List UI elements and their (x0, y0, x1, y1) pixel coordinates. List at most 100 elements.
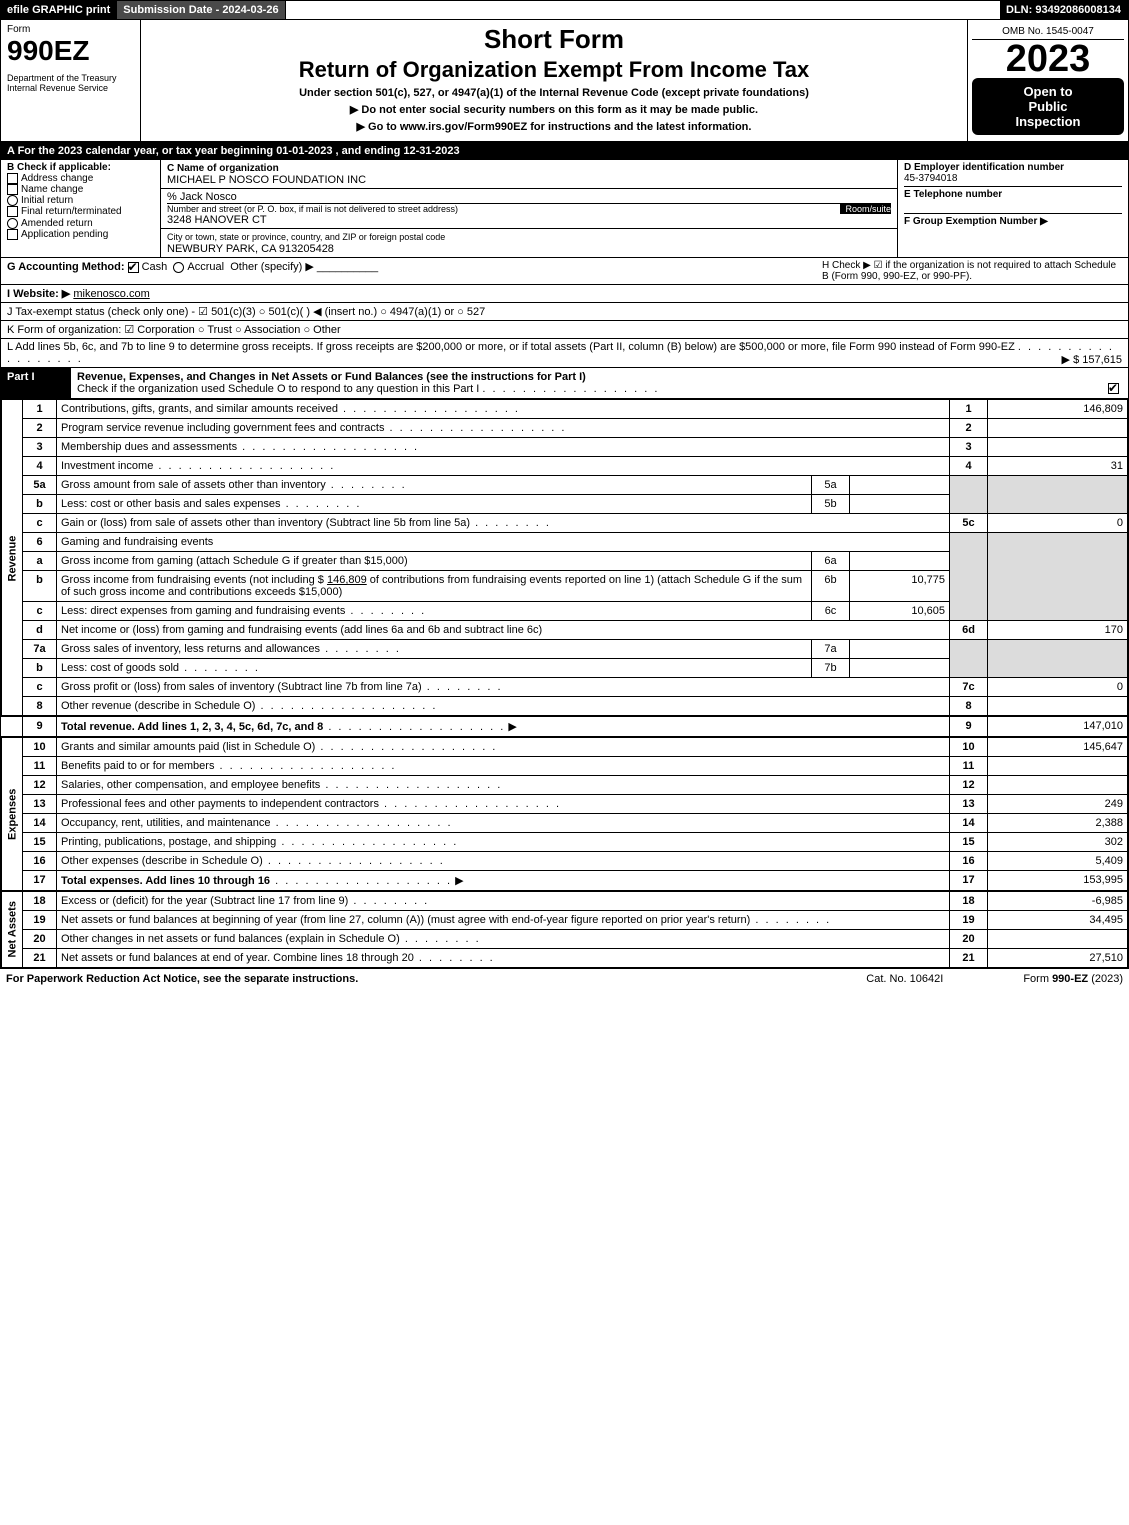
c-street: % Jack Nosco Number and street (or P. O.… (161, 189, 897, 229)
ln-6: 6 (23, 533, 57, 552)
ln-6b-sn: 6b (812, 571, 850, 602)
ln-12-desc: Salaries, other compensation, and employ… (61, 779, 502, 791)
chk-address[interactable]: Address change (7, 173, 154, 184)
chk-final[interactable]: Final return/terminated (7, 206, 154, 217)
ln-5c-desc: Gain or (loss) from sale of assets other… (61, 517, 551, 529)
ln-10-amt: 145,647 (988, 737, 1128, 757)
ln-19-num: 19 (950, 911, 988, 930)
ein-value: 45-3794018 (904, 173, 957, 184)
ln-6b: b (23, 571, 57, 602)
chk-initial[interactable]: Initial return (7, 195, 154, 206)
ln-4-num: 4 (950, 457, 988, 476)
form-990ez: efile GRAPHIC print Submission Date - 20… (0, 0, 1129, 969)
chk-name[interactable]: Name change (7, 184, 154, 195)
d-group: F Group Exemption Number ▶ (904, 216, 1122, 227)
ln-3-num: 3 (950, 438, 988, 457)
ln-18-num: 18 (950, 891, 988, 911)
ln-2-num: 2 (950, 419, 988, 438)
ln-10-num: 10 (950, 737, 988, 757)
c-name-label: C Name of organization (167, 163, 279, 174)
shade-7 (950, 640, 988, 678)
cat-number: Cat. No. 10642I (866, 973, 943, 985)
shade-6 (950, 533, 988, 621)
ln-16: 16 (23, 852, 57, 871)
submission-date: Submission Date - 2024-03-26 (117, 1, 285, 19)
ln-21: 21 (23, 949, 57, 968)
part-i-label: Part I (1, 368, 71, 398)
ln-20: 20 (23, 930, 57, 949)
ln-6a-sa (850, 552, 950, 571)
box-bcdef: B Check if applicable: Address change Na… (1, 160, 1128, 258)
ln-12-amt (988, 776, 1128, 795)
city-label: City or town, state or province, country… (167, 232, 445, 242)
ln-21-desc: Net assets or fund balances at end of ye… (61, 952, 495, 964)
goto-link[interactable]: ▶ Go to www.irs.gov/Form990EZ for instru… (147, 120, 961, 133)
chk-pending[interactable]: Application pending (7, 229, 154, 240)
ln-13: 13 (23, 795, 57, 814)
ln-7c-desc: Gross profit or (loss) from sales of inv… (61, 681, 503, 693)
ln-14: 14 (23, 814, 57, 833)
ln-5c-amt: 0 (988, 514, 1128, 533)
ln-14-num: 14 (950, 814, 988, 833)
chk-cash[interactable] (128, 262, 139, 273)
ln-1: 1 (23, 400, 57, 419)
ln-10: 10 (23, 737, 57, 757)
ln-6a: a (23, 552, 57, 571)
group-label: F Group Exemption Number ▶ (904, 216, 1048, 227)
l-text: L Add lines 5b, 6c, and 7b to line 9 to … (7, 341, 1015, 353)
ln-5b-desc: Less: cost or other basis and sales expe… (61, 498, 361, 510)
ln-15: 15 (23, 833, 57, 852)
open-inspection: Open to Public Inspection (972, 78, 1124, 135)
part-i-check-text: Check if the organization used Schedule … (77, 383, 479, 395)
return-title: Return of Organization Exempt From Incom… (147, 57, 961, 83)
ln-18-desc: Excess or (deficit) for the year (Subtra… (61, 895, 429, 907)
ln-20-desc: Other changes in net assets or fund bala… (61, 933, 481, 945)
chk-amended[interactable]: Amended return (7, 218, 154, 229)
b-label: B Check if applicable: (7, 162, 154, 173)
ln-6c-desc: Less: direct expenses from gaming and fu… (61, 605, 426, 617)
ln-5b-sa (850, 495, 950, 514)
line-k: K Form of organization: ☑ Corporation ○ … (1, 321, 1128, 339)
efile-print[interactable]: efile GRAPHIC print (1, 1, 117, 19)
pra-notice: For Paperwork Reduction Act Notice, see … (6, 973, 358, 985)
ln-7c-amt: 0 (988, 678, 1128, 697)
ln-17-num: 17 (950, 871, 988, 892)
ln-11-desc: Benefits paid to or for members (61, 760, 397, 772)
ln-8-num: 8 (950, 697, 988, 717)
ln-14-amt: 2,388 (988, 814, 1128, 833)
website-link[interactable]: mikenosco.com (73, 288, 149, 300)
shade-5 (950, 476, 988, 514)
page-footer: For Paperwork Reduction Act Notice, see … (0, 969, 1129, 989)
ln-21-amt: 27,510 (988, 949, 1128, 968)
header-center: Short Form Return of Organization Exempt… (141, 20, 968, 141)
ln-15-num: 15 (950, 833, 988, 852)
ln-5c-num: 5c (950, 514, 988, 533)
ln-7a-sa (850, 640, 950, 659)
ln-18-amt: -6,985 (988, 891, 1128, 911)
ln-9-amt: 147,010 (988, 716, 1128, 737)
shade-5-amt (988, 476, 1128, 514)
ln-8: 8 (23, 697, 57, 717)
ln-2-desc: Program service revenue including govern… (61, 422, 566, 434)
open-line1: Open to (976, 84, 1120, 99)
ln-16-amt: 5,409 (988, 852, 1128, 871)
ln-16-num: 16 (950, 852, 988, 871)
ln-6d-num: 6d (950, 621, 988, 640)
ln-20-amt (988, 930, 1128, 949)
g-label: G Accounting Method: (7, 261, 125, 273)
short-form-title: Short Form (147, 24, 961, 55)
schedule-o-checkbox[interactable] (1108, 383, 1119, 394)
ln-7c-num: 7c (950, 678, 988, 697)
ln-15-desc: Printing, publications, postage, and shi… (61, 836, 458, 848)
ln-3: 3 (23, 438, 57, 457)
chk-accrual[interactable] (173, 262, 184, 273)
c-city: City or town, state or province, country… (161, 229, 897, 257)
line-l: L Add lines 5b, 6c, and 7b to line 9 to … (1, 339, 1128, 368)
ln-2-amt (988, 419, 1128, 438)
ln-6-desc: Gaming and fundraising events (57, 533, 950, 552)
ln-13-desc: Professional fees and other payments to … (61, 798, 561, 810)
ln-17-desc: Total expenses. Add lines 10 through 16 (61, 875, 270, 887)
form-header: Form 990EZ Department of the Treasury In… (1, 20, 1128, 143)
ln-12-num: 12 (950, 776, 988, 795)
ln-7a-sn: 7a (812, 640, 850, 659)
